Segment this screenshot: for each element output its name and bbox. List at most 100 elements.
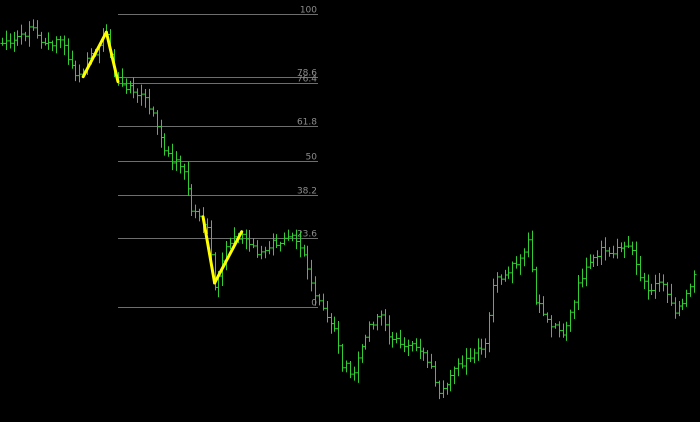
fib-level-label: 78.6: [297, 69, 317, 79]
ohlc-bar: [653, 274, 658, 299]
ohlc-bar: [367, 321, 372, 342]
ohlc-bar: [54, 36, 59, 54]
ohlc-bar: [278, 241, 283, 252]
ohlc-bar: [669, 283, 674, 306]
fib-level-label: 38.2: [297, 187, 317, 197]
fib-level-label: 50: [306, 153, 318, 163]
ohlc-bar: [274, 234, 279, 248]
ohlc-bar: [433, 361, 438, 387]
ohlc-bar: [159, 119, 164, 148]
ohlc-bar: [684, 289, 689, 307]
ohlc-bar: [506, 266, 511, 279]
ohlc-bar: [456, 358, 461, 377]
fib-level-label: 61.8: [297, 118, 317, 128]
ohlc-bar: [73, 60, 78, 82]
ohlc-bar: [414, 338, 419, 352]
ohlc-bar: [62, 35, 67, 56]
ohlc-bar: [162, 133, 167, 156]
ohlc-bar: [630, 241, 635, 256]
ohlc-bar: [325, 301, 330, 323]
zigzag-segment: [104, 30, 120, 84]
ohlc-bar: [43, 37, 48, 46]
ohlc-bar: [588, 254, 593, 269]
ohlc-bar: [646, 274, 651, 300]
ohlc-bar: [379, 310, 384, 326]
ohlc-bar: [464, 348, 469, 375]
ohlc-bar: [186, 161, 191, 196]
ohlc-bar: [534, 266, 539, 305]
ohlc-bar: [267, 241, 272, 255]
ohlc-bar: [398, 329, 403, 349]
ohlc-bar: [619, 242, 624, 253]
ohlc-bar: [634, 241, 639, 275]
ohlc-bar: [344, 360, 349, 373]
fib-level-label: 76.4: [297, 75, 317, 85]
ohlc-bar: [305, 245, 310, 280]
ohlc-bar: [657, 273, 662, 292]
ohlc-bar: [479, 338, 484, 355]
ohlc-bar: [240, 232, 245, 244]
ohlc-bar: [607, 247, 612, 257]
fib-level-label: 100: [300, 6, 317, 16]
ohlc-bar: [313, 276, 318, 306]
ohlc-bar: [12, 31, 17, 52]
ohlc-bar: [564, 321, 569, 341]
ohlc-bar: [193, 204, 198, 219]
ohlc-bar: [251, 238, 256, 249]
ohlc-bar: [441, 380, 446, 398]
ohlc-bar: [402, 337, 407, 353]
ohlc-bar: [174, 151, 179, 171]
ohlc-bar: [0, 37, 5, 46]
ohlc-bar: [545, 312, 550, 323]
ohlc-bar: [390, 331, 395, 348]
ohlc-bar: [209, 220, 214, 260]
ohlc-bar: [406, 339, 411, 356]
ohlc-bar: [661, 274, 666, 292]
ohlc-bar: [514, 256, 519, 269]
ohlc-bar: [178, 155, 183, 174]
ohlc-bar: [568, 309, 573, 332]
ohlc-bar: [599, 240, 604, 266]
ohlc-bar: [135, 88, 140, 103]
ohlc-bar: [27, 21, 32, 47]
ohlc-bar: [383, 309, 388, 332]
zigzag-segment: [201, 215, 217, 285]
ohlc-bar: [286, 229, 291, 241]
ohlc-bar: [189, 184, 194, 216]
ohlc-bar: [483, 338, 488, 358]
ohlc-bar: [677, 300, 682, 317]
ohlc-bar: [580, 268, 585, 288]
ohlc-bar: [522, 248, 527, 267]
ohlc-bar: [356, 351, 361, 383]
ohlc-bar: [294, 229, 299, 250]
ohlc-bar: [680, 298, 685, 311]
ohlc-bar: [197, 208, 202, 222]
ohlc-bar: [8, 33, 13, 49]
ohlc-bar: [282, 232, 287, 246]
ohlc-bar: [50, 40, 55, 51]
ohlc-bar: [692, 270, 697, 293]
ohlc-bar: [271, 233, 276, 256]
ohlc-bar: [309, 259, 314, 292]
ohlc-bar: [124, 78, 129, 94]
ohlc-bar: [476, 338, 481, 361]
ohlc-bar: [549, 315, 554, 338]
ohlc-bar: [35, 20, 40, 39]
ohlc-bar: [46, 32, 51, 50]
ohlc-bar: [611, 245, 616, 259]
ohlc-bar: [429, 353, 434, 369]
zigzag-overlay: [81, 30, 244, 285]
ohlc-bar: [340, 343, 345, 372]
ohlc-bar: [166, 146, 171, 157]
ohlc-bar: [77, 64, 82, 83]
ohlc-bar: [348, 361, 353, 379]
ohlc-bar: [19, 24, 24, 45]
ohlc-bar: [437, 380, 442, 400]
ohlc-bar: [642, 272, 647, 290]
ohlc-bar: [638, 256, 643, 282]
ohlc-bar: [255, 240, 260, 258]
ohlc-bar: [499, 274, 504, 285]
ohlc-bar: [371, 321, 376, 330]
